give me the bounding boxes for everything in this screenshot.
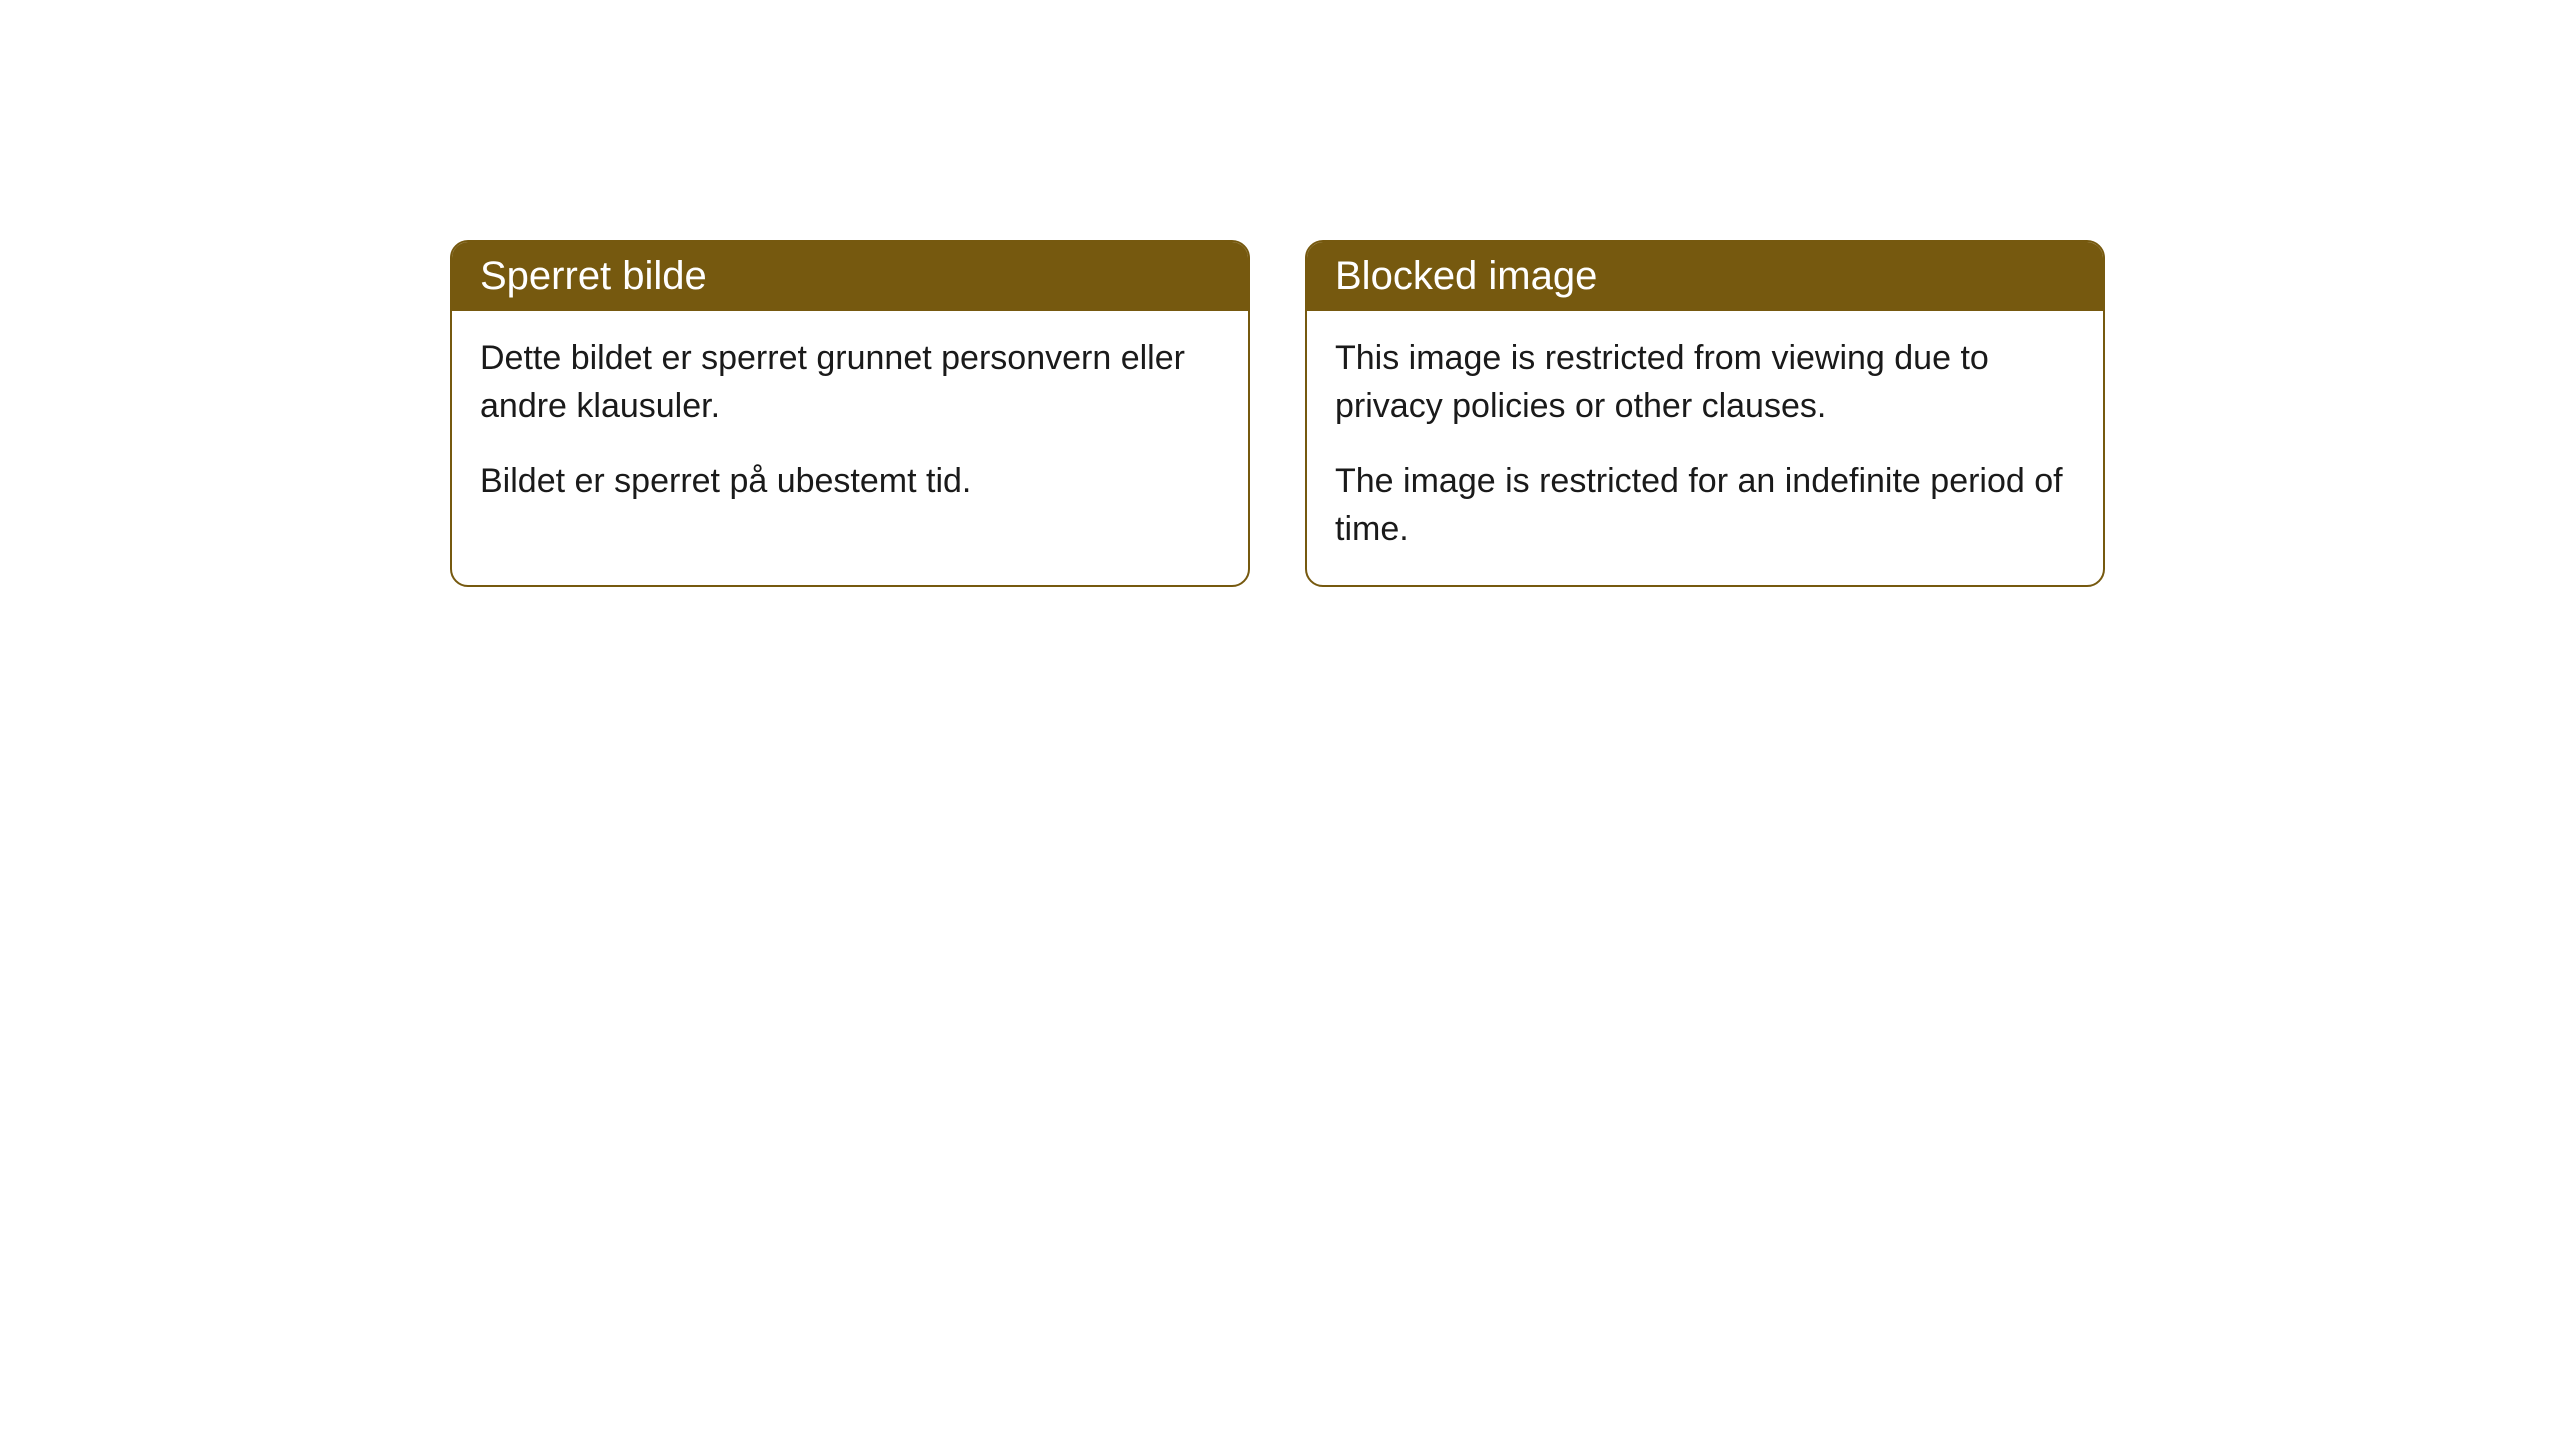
notice-card-english: Blocked image This image is restricted f… — [1305, 240, 2105, 587]
card-paragraph: Bildet er sperret på ubestemt tid. — [480, 458, 1220, 506]
card-body: This image is restricted from viewing du… — [1307, 311, 2103, 585]
card-paragraph: This image is restricted from viewing du… — [1335, 335, 2075, 430]
notice-cards-container: Sperret bilde Dette bildet er sperret gr… — [450, 240, 2105, 587]
card-header: Blocked image — [1307, 242, 2103, 311]
card-title: Sperret bilde — [480, 254, 707, 298]
card-header: Sperret bilde — [452, 242, 1248, 311]
card-paragraph: The image is restricted for an indefinit… — [1335, 458, 2075, 553]
notice-card-norwegian: Sperret bilde Dette bildet er sperret gr… — [450, 240, 1250, 587]
card-title: Blocked image — [1335, 254, 1597, 298]
card-body: Dette bildet er sperret grunnet personve… — [452, 311, 1248, 538]
card-paragraph: Dette bildet er sperret grunnet personve… — [480, 335, 1220, 430]
